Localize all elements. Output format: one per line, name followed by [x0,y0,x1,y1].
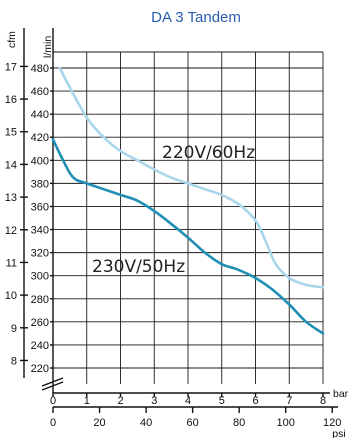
x-tick-label-bar: 2 [117,395,123,407]
y-tick-label-cfm: 10 [5,290,17,302]
x-tick-label-bar: 5 [219,395,225,407]
y-axis-label-cfm: cfm [6,31,18,48]
series-labels: 220V/60Hz 230V/50Hz [92,143,255,277]
y-tick-label-cfm: 15 [5,127,17,139]
x-axis-label-psi: psi [332,428,345,438]
x-tick-label-bar: 4 [185,395,191,407]
y-tick-label-lmin: 280 [31,294,49,306]
y-tick-label-cfm: 11 [6,257,17,269]
y-tick-label-cfm: 17 [5,61,17,73]
y-tick-label-cfm: 9 [11,323,17,335]
x-tick-label-bar: 8 [320,395,326,407]
y-tick-label-lmin: 300 [31,271,49,283]
x-tick-label-psi: 0 [50,417,56,429]
y-tick-label-lmin: 400 [31,155,49,167]
series-label-1: 220V/60Hz [162,143,255,163]
x-tick-label-bar: 6 [252,395,258,407]
series-line-2 [51,138,325,335]
x-tick-label-psi: 120 [323,417,341,429]
x-tick-label-psi: 100 [277,417,295,429]
series-line-1 [58,66,325,289]
x-axis-label-bar: bar [333,388,349,400]
y-tick-label-lmin: 420 [31,132,49,144]
x-tick-label-psi: 60 [186,417,198,429]
series-label-2: 230V/50Hz [92,257,185,277]
x-tick-label-psi: 80 [233,417,245,429]
x-tick-label-psi: 20 [93,417,105,429]
y-tick-label-lmin: 340 [31,225,49,237]
axis-break-mark [41,381,64,391]
y-tick-label-lmin: 240 [31,340,49,352]
series [51,66,325,335]
x-tick-label-psi: 40 [140,417,152,429]
y-tick-label-lmin: 460 [31,86,49,98]
grid [52,51,324,393]
axis-break-mark [41,377,64,387]
chart-title: DA 3 Tandem [151,9,241,26]
axes [20,28,338,413]
y-tick-label-cfm: 13 [5,192,17,204]
y-tick-label-lmin: 480 [31,63,49,75]
y-tick-label-cfm: 14 [5,159,17,171]
y-axis-label-lmin: l/min [42,36,54,58]
x-tick-label-bar: 0 [50,395,56,407]
y-tick-label-lmin: 380 [31,178,49,190]
y-tick-label-lmin: 440 [31,109,49,121]
y-tick-label-cfm: 8 [11,355,17,367]
y-tick-label-lmin: 320 [31,248,49,260]
y-tick-label-cfm: 12 [5,225,17,237]
x-tick-label-bar: 7 [286,395,292,407]
y-tick-label-lmin: 260 [31,317,49,329]
y-tick-label-lmin: 360 [31,201,49,213]
y-tick-label-cfm: 16 [5,94,17,106]
x-tick-label-bar: 1 [84,395,90,407]
tick-labels: 8910111213141516172202402602803003203403… [5,61,349,438]
y-tick-label-lmin: 220 [31,363,49,375]
x-tick-label-bar: 3 [151,395,157,407]
